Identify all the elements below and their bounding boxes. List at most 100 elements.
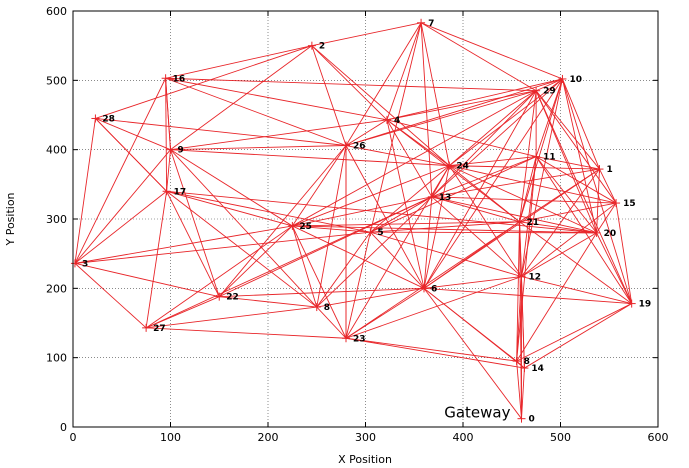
node-label: 19 <box>639 300 652 310</box>
node-label: 23 <box>353 334 366 344</box>
network-link <box>431 196 520 223</box>
node-marker: 3 <box>70 259 88 269</box>
network-link <box>521 232 597 277</box>
network-link <box>145 196 432 329</box>
x-tick-label: 600 <box>648 431 669 444</box>
y-tick-label: 0 <box>60 421 67 434</box>
node-label: 15 <box>623 199 636 209</box>
network-link <box>420 22 537 92</box>
network-link <box>165 77 347 146</box>
network-link <box>95 118 167 192</box>
network-link <box>146 327 347 339</box>
network-link <box>423 287 632 305</box>
network-link <box>431 78 563 198</box>
network-link <box>519 156 537 222</box>
node-marker: 16 <box>161 74 186 84</box>
network-link <box>516 360 525 369</box>
node-layer: 0123456789101112131415161719202122232425… <box>70 18 652 425</box>
network-link <box>165 78 168 192</box>
network-link <box>420 22 433 197</box>
node-marker: 8 <box>312 303 330 313</box>
node-label: 13 <box>439 193 452 203</box>
network-link <box>431 196 522 277</box>
network-link <box>423 196 433 289</box>
x-tick-label: 200 <box>258 431 279 444</box>
node-label: 21 <box>527 218 540 228</box>
network-link <box>166 191 220 297</box>
node-marker: 20 <box>592 228 617 239</box>
network-link <box>95 118 347 146</box>
node-marker: 28 <box>91 114 115 124</box>
network-link <box>521 276 632 305</box>
network-link <box>386 90 537 121</box>
node-marker: 0 <box>517 414 535 425</box>
network-link <box>218 145 347 297</box>
node-label: 17 <box>174 187 187 197</box>
network-link <box>521 156 537 277</box>
network-link <box>521 368 525 419</box>
node-marker: 9 <box>166 145 184 156</box>
node-label: 11 <box>543 153 556 163</box>
link-layer <box>74 22 633 419</box>
network-link <box>431 90 537 198</box>
network-link <box>165 77 388 121</box>
network-link <box>345 337 525 369</box>
node-label: 2 <box>319 42 325 52</box>
network-link <box>74 231 371 264</box>
network-link <box>596 202 617 234</box>
network-link <box>74 225 293 264</box>
network-link <box>448 165 522 277</box>
network-link <box>516 156 537 362</box>
network-link <box>386 78 563 121</box>
node-marker: 19 <box>627 299 652 310</box>
network-link <box>535 78 563 157</box>
network-link <box>219 287 425 298</box>
node-marker: 8 <box>512 357 530 367</box>
network-link <box>316 145 347 308</box>
network-link <box>345 337 517 362</box>
node-label: 16 <box>173 74 186 84</box>
network-link <box>218 225 293 297</box>
node-label: 8 <box>524 357 530 367</box>
node-label: 10 <box>569 75 582 85</box>
node-label: 4 <box>394 116 400 126</box>
network-link <box>145 225 293 329</box>
node-marker: 21 <box>515 217 540 228</box>
node-label: 0 <box>529 415 535 425</box>
network-link <box>165 78 171 150</box>
network-link <box>386 119 537 158</box>
x-tick-label: 100 <box>160 431 181 444</box>
network-link <box>431 196 597 234</box>
network-link <box>291 225 347 339</box>
network-link <box>146 306 317 329</box>
network-link <box>449 165 617 204</box>
network-link <box>311 45 347 146</box>
network-link <box>423 287 525 369</box>
network-link <box>74 149 171 264</box>
node-marker: 11 <box>532 152 556 163</box>
network-link <box>170 119 388 151</box>
network-link <box>370 165 450 233</box>
node-marker: 4 <box>382 115 400 126</box>
node-label: 8 <box>324 303 330 313</box>
network-link <box>386 119 425 289</box>
network-link <box>166 190 293 227</box>
network-link <box>599 168 617 204</box>
network-link <box>596 232 633 304</box>
network-link <box>431 156 537 198</box>
node-label: 27 <box>153 324 166 334</box>
node-marker: 24 <box>445 161 469 172</box>
node-label: 20 <box>604 229 617 239</box>
network-link <box>519 78 563 222</box>
network-link <box>316 231 371 308</box>
network-link <box>74 262 220 298</box>
x-tick-label: 400 <box>453 431 474 444</box>
node-marker: 23 <box>342 334 366 344</box>
network-link <box>345 145 425 289</box>
network-link <box>219 296 317 308</box>
node-label: 9 <box>178 146 184 156</box>
network-link <box>345 221 520 339</box>
